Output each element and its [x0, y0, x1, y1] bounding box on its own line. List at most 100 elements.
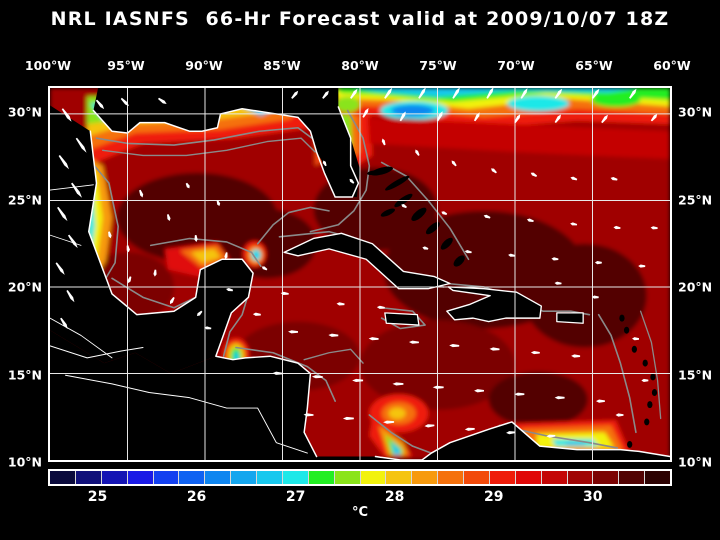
wind-vector	[322, 90, 329, 99]
wind-vector	[108, 231, 112, 239]
land-lesser-antilles-island	[631, 345, 637, 353]
wind-vector	[554, 114, 562, 124]
wind-vector	[591, 295, 599, 299]
wind-vector	[436, 111, 443, 122]
wind-vector	[349, 178, 355, 184]
lat-tick-label-right: 25°N	[678, 192, 713, 208]
wind-vector	[280, 291, 289, 295]
lat-tick-label-right: 30°N	[678, 104, 713, 120]
wind-vector	[571, 354, 581, 358]
wind-vector	[506, 431, 516, 435]
wind-vector	[67, 234, 78, 249]
wind-vector	[424, 424, 435, 428]
lat-tick-label-right: 15°N	[678, 367, 713, 383]
wind-vector	[551, 257, 559, 261]
wind-vector	[342, 416, 354, 421]
wind-vector	[526, 218, 534, 222]
land-jamaica	[384, 312, 419, 326]
colorbar-tick-label: 26	[186, 489, 207, 505]
wind-vector	[127, 276, 132, 284]
wind-vector	[66, 290, 75, 303]
land-bahamas-island	[453, 255, 465, 267]
wind-vector	[328, 333, 339, 337]
contour-campeche	[149, 237, 262, 267]
colorbar-swatch	[386, 471, 413, 484]
wind-vector	[126, 245, 130, 253]
sst-sw-carib-warm-peak	[388, 407, 406, 419]
land-cuba	[284, 233, 450, 289]
wind-vector	[650, 114, 658, 122]
border-line-mexico-interior	[50, 317, 113, 359]
lon-tick-label: 65°W	[575, 58, 613, 73]
wind-vector	[451, 160, 457, 167]
wind-vector	[153, 269, 157, 277]
wind-vector	[613, 225, 621, 230]
wind-vector	[71, 182, 82, 198]
wind-vector	[601, 114, 608, 124]
wind-vector	[570, 176, 578, 181]
colorbar-tick-label: 25	[87, 489, 108, 505]
map-plot-area[interactable]: Surface Temperature	[48, 86, 672, 462]
land-lesser-antilles-island	[650, 373, 656, 381]
wind-vector	[464, 427, 475, 431]
land-bahamas-island	[380, 208, 396, 217]
contour-loop-current	[256, 206, 330, 245]
wind-vector	[139, 189, 144, 198]
colorbar-swatch	[334, 471, 361, 484]
wind-vector	[595, 399, 605, 403]
colorbar-swatch	[438, 471, 464, 484]
wind-vector	[95, 99, 105, 110]
colorbar-swatch	[489, 471, 516, 484]
wind-vector	[441, 211, 448, 216]
wind-vector	[384, 88, 393, 99]
colorbar-swatch	[308, 471, 335, 484]
wind-vector	[368, 337, 379, 341]
colorbar-swatch	[205, 471, 232, 484]
land-lesser-antilles-island	[642, 359, 648, 367]
colorbar-tick-label: 27	[285, 489, 306, 505]
sst-atl-mid-warm	[367, 117, 670, 159]
wind-vector	[464, 250, 472, 254]
lon-tick-label: 90°W	[185, 58, 223, 73]
land-hispaniola	[446, 286, 542, 322]
wind-vector	[383, 420, 395, 424]
wind-vector	[167, 214, 171, 221]
wind-vector	[615, 413, 624, 417]
sst-north-cool-eddy3	[507, 95, 570, 112]
lat-tick-label-right: 20°N	[678, 279, 713, 295]
land-lesser-antilles-island	[627, 440, 633, 448]
wind-vector	[473, 112, 480, 122]
wind-vector	[362, 107, 369, 118]
wind-vector	[632, 337, 639, 341]
wind-vector	[449, 344, 460, 348]
wind-vector	[336, 302, 345, 306]
lat-tick-label-left: 15°N	[7, 367, 42, 383]
lon-tick-label: 70°W	[497, 58, 535, 73]
colorbar-swatch	[541, 471, 568, 484]
contour-gulf-north-2	[101, 137, 316, 157]
wind-vector	[610, 177, 618, 181]
wind-vector	[196, 310, 203, 317]
coast-south-america	[374, 421, 670, 460]
contour-gulfstream	[309, 109, 371, 233]
colorbar-swatch	[412, 471, 439, 484]
colorbar-swatch	[593, 471, 620, 484]
sst-north-cool-eddy2	[391, 104, 435, 117]
land-bahamas-island	[367, 170, 378, 176]
figure-title: NRL IASNFS 66-Hr Forecast valid at 2009/…	[50, 8, 670, 30]
lon-tick-label: 75°W	[419, 58, 457, 73]
sst-colombia-4	[391, 441, 401, 455]
lat-tick-label-left: 30°N	[7, 104, 42, 120]
coast-puerto-rico	[556, 312, 584, 324]
wind-vector	[432, 385, 444, 389]
wind-vector-layer	[55, 88, 658, 438]
wind-vector	[594, 261, 602, 265]
wind-vector	[58, 154, 69, 170]
wind-vector	[120, 97, 129, 107]
wind-vector	[291, 90, 299, 99]
lon-tick-label: 100°W	[24, 58, 72, 73]
wind-vector	[216, 200, 221, 207]
land-bahamas-island	[385, 175, 410, 191]
colorbar[interactable]	[48, 469, 672, 486]
